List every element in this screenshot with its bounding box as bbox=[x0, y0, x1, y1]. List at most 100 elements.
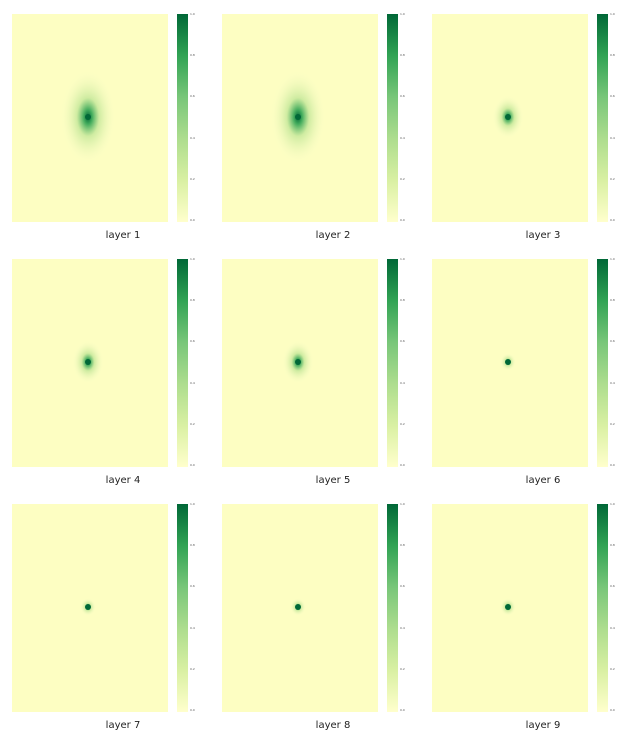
colorbar-tick-label: 1.0 bbox=[400, 502, 405, 506]
panel-title: layer 9 bbox=[525, 720, 561, 731]
heatmap-image bbox=[222, 259, 378, 467]
colorbar-tick-label: 1.0 bbox=[190, 502, 195, 506]
panel-title: layer 7 bbox=[105, 720, 141, 731]
colorbar-tick-label: 0.6 bbox=[610, 94, 615, 99]
activation-peak bbox=[295, 359, 301, 365]
activation-peak bbox=[505, 114, 511, 120]
panel-title: layer 8 bbox=[315, 720, 351, 731]
heatmap-panel: 0.0 0.2 0.4 0.6 0.8 1.0 layer 1 bbox=[12, 12, 207, 254]
colorbar-tick-label: 0.2 bbox=[400, 421, 405, 426]
heatmap-image bbox=[222, 14, 378, 222]
activation-peak bbox=[85, 114, 91, 120]
colorbar-ticks: 0.0 0.2 0.4 0.6 0.8 1.0 bbox=[610, 502, 624, 712]
colorbar-tick-label: 1.0 bbox=[400, 257, 405, 261]
colorbar-tick-label: 0.8 bbox=[400, 53, 405, 58]
colorbar-tick-label: 0.4 bbox=[400, 380, 405, 385]
colorbar bbox=[177, 14, 188, 222]
colorbar-ticks: 0.0 0.2 0.4 0.6 0.8 1.0 bbox=[190, 12, 204, 222]
colorbar-tick-label: 0.4 bbox=[610, 135, 615, 140]
colorbar-tick-label: 0.2 bbox=[400, 666, 405, 671]
colorbar-tick-label: 0.4 bbox=[400, 135, 405, 140]
colorbar-tick-label: 0.2 bbox=[190, 421, 195, 426]
panel-title: layer 4 bbox=[105, 475, 141, 486]
colorbar-tick-label: 0.6 bbox=[190, 339, 195, 344]
heatmap-image bbox=[432, 259, 588, 467]
heatmap-image bbox=[222, 504, 378, 712]
colorbar-ticks: 0.0 0.2 0.4 0.6 0.8 1.0 bbox=[400, 257, 414, 467]
colorbar bbox=[597, 14, 608, 222]
colorbar-tick-label: 0.0 bbox=[400, 218, 405, 222]
colorbar bbox=[597, 259, 608, 467]
colorbar-ticks: 0.0 0.2 0.4 0.6 0.8 1.0 bbox=[190, 502, 204, 712]
activation-peak bbox=[505, 359, 511, 365]
colorbar-tick-label: 0.2 bbox=[190, 176, 195, 181]
colorbar-tick-label: 0.4 bbox=[610, 625, 615, 630]
colorbar-tick-label: 0.0 bbox=[400, 708, 405, 712]
panel-title: layer 3 bbox=[525, 230, 561, 241]
heatmap-panel: 0.0 0.2 0.4 0.6 0.8 1.0 layer 4 bbox=[12, 257, 207, 499]
colorbar-tick-label: 0.8 bbox=[610, 298, 615, 303]
colorbar bbox=[387, 259, 398, 467]
heatmap-panel: 0.0 0.2 0.4 0.6 0.8 1.0 layer 5 bbox=[222, 257, 417, 499]
colorbar-tick-label: 0.8 bbox=[610, 543, 615, 548]
colorbar-tick-label: 0.2 bbox=[610, 176, 615, 181]
colorbar bbox=[387, 14, 398, 222]
colorbar-tick-label: 1.0 bbox=[610, 12, 615, 16]
heatmap-image bbox=[432, 504, 588, 712]
colorbar-tick-label: 0.6 bbox=[400, 339, 405, 344]
panel-title: layer 1 bbox=[105, 230, 141, 241]
colorbar-tick-label: 0.2 bbox=[610, 421, 615, 426]
colorbar-tick-label: 0.8 bbox=[190, 543, 195, 548]
colorbar bbox=[597, 504, 608, 712]
heatmap-image bbox=[12, 504, 168, 712]
colorbar-ticks: 0.0 0.2 0.4 0.6 0.8 1.0 bbox=[610, 257, 624, 467]
colorbar-tick-label: 0.0 bbox=[610, 708, 615, 712]
colorbar-tick-label: 1.0 bbox=[610, 257, 615, 261]
colorbar-tick-label: 1.0 bbox=[400, 12, 405, 16]
heatmap-panel: 0.0 0.2 0.4 0.6 0.8 1.0 layer 6 bbox=[432, 257, 627, 499]
colorbar-tick-label: 0.8 bbox=[400, 543, 405, 548]
heatmap-image bbox=[432, 14, 588, 222]
activation-peak bbox=[295, 114, 301, 120]
colorbar-tick-label: 0.2 bbox=[400, 176, 405, 181]
colorbar-tick-label: 0.0 bbox=[400, 463, 405, 467]
panel-title: layer 2 bbox=[315, 230, 351, 241]
heatmap-image bbox=[12, 14, 168, 222]
heatmap-image bbox=[12, 259, 168, 467]
heatmap-panel: 0.0 0.2 0.4 0.6 0.8 1.0 layer 9 bbox=[432, 502, 627, 744]
colorbar-tick-label: 0.0 bbox=[190, 218, 195, 222]
colorbar-tick-label: 0.6 bbox=[400, 94, 405, 99]
colorbar bbox=[177, 259, 188, 467]
colorbar-tick-label: 0.6 bbox=[610, 584, 615, 589]
colorbar-tick-label: 0.0 bbox=[190, 463, 195, 467]
colorbar-tick-label: 0.4 bbox=[610, 380, 615, 385]
colorbar-tick-label: 0.6 bbox=[610, 339, 615, 344]
colorbar-tick-label: 0.2 bbox=[610, 666, 615, 671]
activation-peak bbox=[85, 604, 91, 610]
colorbar-tick-label: 0.6 bbox=[190, 584, 195, 589]
colorbar-tick-label: 0.8 bbox=[190, 53, 195, 58]
colorbar-tick-label: 0.0 bbox=[610, 463, 615, 467]
heatmap-panel: 0.0 0.2 0.4 0.6 0.8 1.0 layer 2 bbox=[222, 12, 417, 254]
colorbar-ticks: 0.0 0.2 0.4 0.6 0.8 1.0 bbox=[190, 257, 204, 467]
colorbar-tick-label: 0.8 bbox=[610, 53, 615, 58]
heatmap-panel: 0.0 0.2 0.4 0.6 0.8 1.0 layer 3 bbox=[432, 12, 627, 254]
colorbar-tick-label: 0.2 bbox=[190, 666, 195, 671]
colorbar bbox=[387, 504, 398, 712]
colorbar-tick-label: 0.4 bbox=[190, 380, 195, 385]
colorbar-ticks: 0.0 0.2 0.4 0.6 0.8 1.0 bbox=[400, 502, 414, 712]
colorbar-tick-label: 0.8 bbox=[190, 298, 195, 303]
colorbar-tick-label: 0.8 bbox=[400, 298, 405, 303]
colorbar-tick-label: 1.0 bbox=[190, 257, 195, 261]
colorbar-tick-label: 0.4 bbox=[190, 135, 195, 140]
colorbar-tick-label: 0.6 bbox=[190, 94, 195, 99]
activation-peak bbox=[295, 604, 301, 610]
colorbar-ticks: 0.0 0.2 0.4 0.6 0.8 1.0 bbox=[610, 12, 624, 222]
colorbar-tick-label: 0.6 bbox=[400, 584, 405, 589]
colorbar-tick-label: 0.0 bbox=[610, 218, 615, 222]
colorbar-tick-label: 1.0 bbox=[610, 502, 615, 506]
colorbar-tick-label: 0.0 bbox=[190, 708, 195, 712]
activation-peak bbox=[505, 604, 511, 610]
heatmap-panel: 0.0 0.2 0.4 0.6 0.8 1.0 layer 7 bbox=[12, 502, 207, 744]
colorbar-tick-label: 0.4 bbox=[190, 625, 195, 630]
